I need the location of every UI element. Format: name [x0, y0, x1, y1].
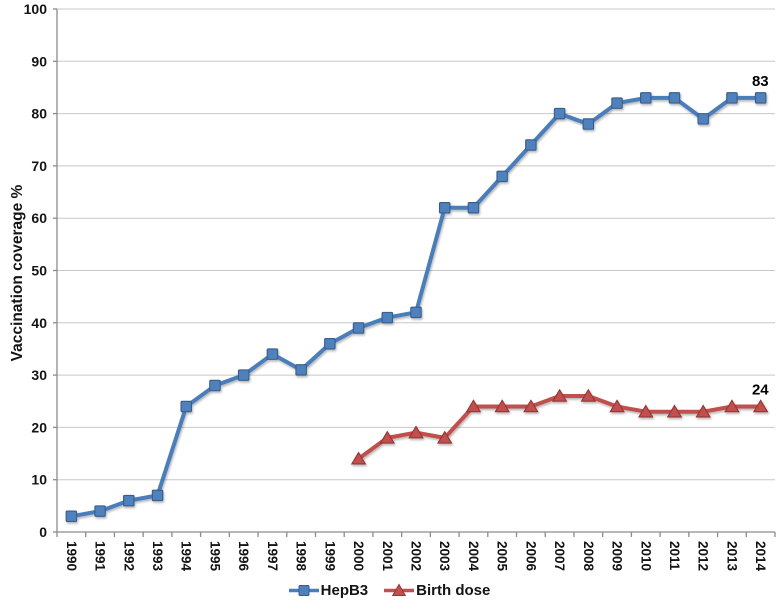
y-tick-label: 40	[31, 315, 47, 331]
x-tick-label: 2004	[466, 541, 481, 572]
data-point-marker	[324, 337, 336, 350]
data-point-marker	[523, 399, 539, 413]
data-point-marker	[551, 388, 568, 402]
data-point-marker	[752, 399, 769, 413]
data-point-marker	[494, 399, 510, 413]
data-point-marker	[408, 425, 424, 439]
x-tick-label: 2006	[523, 541, 538, 572]
legend: HepB3 Birth dose	[0, 582, 779, 599]
data-point-marker	[754, 92, 767, 104]
data-point-marker	[410, 306, 422, 319]
legend-item-hepb3: HepB3	[288, 582, 369, 599]
data-point-marker	[180, 400, 192, 413]
x-tick-label: 1991	[93, 541, 108, 572]
x-tick-label: 2014	[753, 541, 768, 572]
data-point-marker	[350, 451, 367, 465]
y-tick-label: 20	[31, 419, 47, 435]
birth-dose-line-triangle-icon	[384, 583, 415, 598]
x-tick-label: 2005	[495, 541, 510, 572]
data-point-marker	[209, 379, 221, 392]
x-tick-label: 2011	[667, 541, 682, 571]
legend-label-birth-dose: Birth dose	[416, 582, 491, 599]
y-tick-label: 50	[31, 263, 47, 279]
x-tick-label: 2000	[351, 541, 366, 571]
y-axis-title: Vaccination coverage %	[9, 184, 26, 362]
data-point-marker	[237, 369, 250, 381]
x-tick-label: 2009	[610, 541, 625, 571]
data-point-marker	[151, 489, 164, 502]
end-value-label: 24	[752, 381, 769, 398]
x-tick-label: 2010	[638, 541, 653, 571]
x-tick-label: 2001	[380, 541, 395, 572]
data-point-marker	[381, 311, 394, 324]
x-tick-label: 2013	[724, 541, 739, 572]
y-tick-label: 80	[31, 106, 47, 122]
data-point-marker	[525, 139, 537, 151]
data-point-marker	[695, 404, 711, 418]
x-tick-label: 2012	[696, 541, 711, 571]
legend-item-birth-dose: Birth dose	[384, 582, 490, 599]
x-tick-label: 2003	[437, 541, 452, 572]
y-tick-label: 100	[24, 1, 48, 17]
data-point-marker	[379, 430, 396, 444]
data-point-marker	[496, 170, 508, 183]
data-point-marker	[65, 510, 78, 523]
data-point-marker	[697, 113, 709, 125]
y-tick-label: 0	[39, 524, 47, 540]
x-tick-label: 2008	[581, 541, 596, 572]
y-tick-label: 10	[31, 472, 47, 488]
data-point-marker	[553, 107, 566, 120]
x-tick-label: 2002	[409, 541, 424, 571]
data-point-marker	[637, 404, 654, 418]
x-tick-label: 1992	[121, 541, 136, 571]
legend-label-hepb3: HepB3	[320, 582, 369, 599]
x-tick-label: 1994	[179, 541, 194, 572]
data-point-marker	[724, 399, 740, 413]
x-tick-label: 1996	[236, 541, 251, 572]
x-tick-label: 1993	[150, 541, 165, 572]
x-tick-label: 1998	[294, 541, 309, 572]
x-tick-label: 1990	[64, 541, 79, 571]
data-point-marker	[726, 92, 738, 104]
data-point-marker	[352, 322, 365, 334]
x-tick-label: 1999	[322, 541, 337, 571]
hepb3-line-square-icon	[288, 583, 319, 598]
data-point-marker	[582, 118, 595, 130]
y-tick-label: 70	[31, 158, 47, 174]
series-birth-dose	[350, 388, 769, 465]
data-point-marker	[666, 404, 683, 418]
y-tick-label: 30	[31, 367, 47, 383]
data-point-marker	[611, 97, 623, 109]
x-tick-label: 1995	[207, 541, 222, 572]
x-tick-label: 1997	[265, 541, 280, 571]
y-tick-label: 90	[31, 53, 47, 69]
series-hepb3	[65, 92, 767, 523]
data-point-marker	[94, 505, 106, 517]
data-point-marker	[465, 399, 482, 413]
data-point-marker	[438, 201, 451, 214]
data-point-marker	[609, 399, 625, 413]
data-point-marker	[668, 92, 681, 104]
data-point-marker	[266, 348, 279, 360]
data-point-marker	[123, 494, 135, 507]
data-point-marker	[436, 430, 453, 444]
data-point-marker	[467, 201, 480, 214]
end-value-label: 83	[752, 73, 769, 90]
y-tick-label: 60	[31, 210, 47, 226]
data-point-marker	[640, 92, 652, 104]
x-tick-label: 2007	[552, 541, 567, 571]
data-point-marker	[580, 388, 597, 402]
data-point-marker	[295, 364, 307, 376]
